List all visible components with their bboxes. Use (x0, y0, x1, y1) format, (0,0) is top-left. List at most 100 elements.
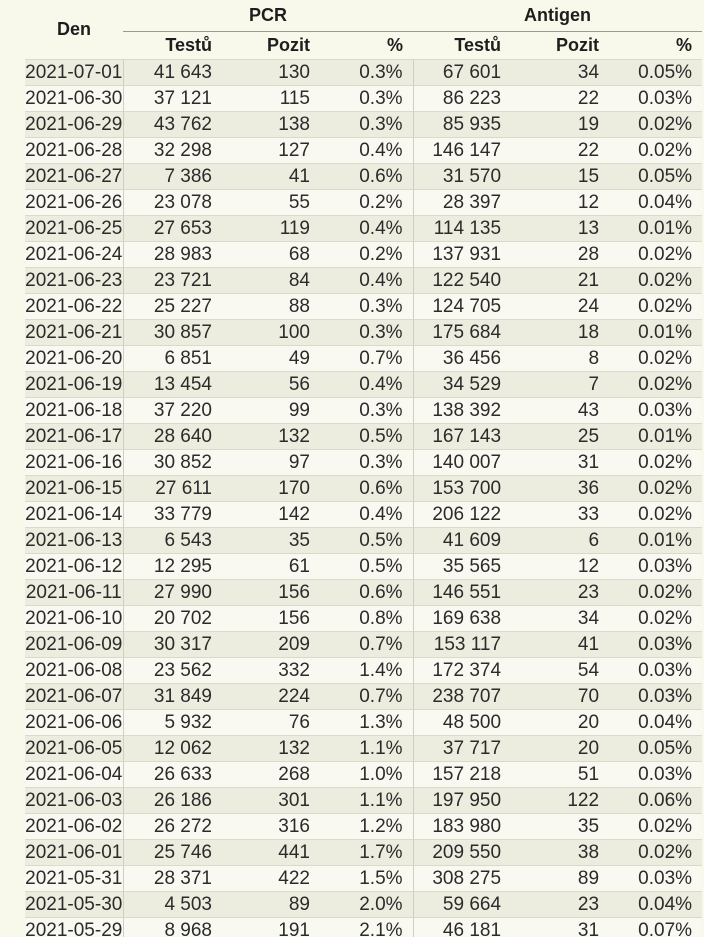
cell-pcr-tests: 12 295 (153, 556, 212, 577)
cell-antigen-pozit: 6 (588, 530, 600, 551)
cell-antigen-pozit: 24 (577, 296, 600, 317)
cell-antigen-pozit: 33 (577, 504, 600, 525)
testing-stats-table: Den PCR Antigen Testů Pozit % Testů Pozi… (25, 0, 703, 937)
cell-pcr-pozit: 76 (288, 712, 310, 733)
cell-pcr-pozit: 156 (278, 608, 310, 629)
table-row: 2021-07-01 41 643 130 0.3% 67 601 34 0.05% (25, 59, 703, 86)
cell-antigen-pozit: 89 (577, 868, 600, 889)
cell-den: 2021-06-04 (25, 761, 124, 788)
cell-pcr-pozit: 209 (278, 634, 310, 655)
table-row: 2021-06-29 43 762 138 0.3% 85 935 19 0.02% (25, 111, 703, 138)
table-row: 2021-06-03 26 186 301 1.1% 197 950 122 0.06% (25, 787, 703, 814)
cell-den: 2021-07-01 (25, 59, 124, 86)
cell-pcr-tests: 8 968 (164, 920, 212, 937)
cell-antigen-tests: 197 950 (432, 790, 502, 811)
cell-pcr-tests: 32 298 (153, 140, 212, 161)
table-row: 2021-06-04 26 633 268 1.0% 157 218 51 0.03% (25, 761, 703, 788)
cell-pcr-pozit: 268 (278, 764, 310, 785)
cell-antigen-pozit: 36 (577, 478, 600, 499)
cell-antigen-tests: 85 935 (442, 114, 502, 135)
cell-antigen-tests: 48 500 (442, 712, 502, 733)
cell-den: 2021-06-18 (25, 397, 124, 424)
cell-antigen-pozit: 35 (577, 816, 600, 837)
cell-pcr-pozit: 441 (278, 842, 310, 863)
column-header-antigen-pct: % (609, 31, 703, 60)
cell-pcr-tests: 26 633 (153, 764, 212, 785)
cell-pcr-pct: 1.3% (320, 709, 414, 736)
cell-antigen-pct: 0.02% (638, 452, 693, 473)
cell-antigen-pozit: 12 (577, 556, 600, 577)
cell-pcr-tests: 23 721 (153, 270, 212, 291)
cell-pcr-pct: 0.5% (320, 527, 414, 554)
cell-pcr-pct: 0.7% (320, 631, 414, 658)
cell-antigen-tests: 153 700 (432, 478, 502, 499)
cell-antigen-tests: 31 570 (442, 166, 502, 187)
cell-pcr-tests: 7 386 (164, 166, 212, 187)
cell-antigen-tests: 37 717 (442, 738, 502, 759)
cell-den: 2021-06-21 (25, 319, 124, 346)
group-header-row: Den PCR Antigen (25, 0, 703, 60)
cell-pcr-pct: 0.4% (320, 215, 414, 242)
cell-antigen-pozit: 7 (588, 374, 600, 395)
cell-antigen-pct: 0.04% (638, 894, 693, 915)
cell-antigen-pct: 0.03% (638, 400, 693, 421)
cell-pcr-tests: 20 702 (153, 608, 212, 629)
cell-antigen-pozit: 41 (577, 634, 600, 655)
cell-antigen-pozit: 22 (577, 88, 600, 109)
cell-antigen-pct: 0.03% (638, 764, 693, 785)
cell-pcr-tests: 28 371 (153, 868, 212, 889)
cell-antigen-pozit: 122 (567, 790, 600, 811)
cell-antigen-tests: 28 397 (442, 192, 502, 213)
table-row: 2021-06-01 25 746 441 1.7% 209 550 38 0.02% (25, 839, 703, 866)
cell-antigen-pozit: 23 (577, 894, 600, 915)
cell-pcr-pct: 0.2% (320, 189, 414, 216)
cell-pcr-pct: 0.5% (320, 553, 414, 580)
cell-antigen-pct: 0.03% (638, 686, 693, 707)
cell-pcr-pozit: 41 (288, 166, 310, 187)
cell-antigen-tests: 153 117 (433, 634, 502, 655)
cell-pcr-tests: 28 640 (153, 426, 212, 447)
cell-antigen-tests: 175 684 (432, 322, 502, 343)
table-row: 2021-06-17 28 640 132 0.5% 167 143 25 0.01% (25, 423, 703, 450)
cell-pcr-pct: 0.3% (320, 397, 414, 424)
cell-antigen-tests: 46 181 (442, 920, 502, 937)
table-row: 2021-06-19 13 454 56 0.4% 34 529 7 0.02% (25, 371, 703, 398)
table-body: 2021-07-01 41 643 130 0.3% 67 601 34 0.05% 2021… (25, 59, 703, 937)
cell-pcr-pozit: 68 (288, 244, 310, 265)
cell-pcr-pozit: 156 (278, 582, 310, 603)
cell-antigen-tests: 137 931 (432, 244, 502, 265)
cell-den: 2021-06-25 (25, 215, 124, 242)
cell-pcr-pct: 2.0% (320, 891, 414, 918)
cell-antigen-pct: 0.03% (638, 88, 693, 109)
cell-den: 2021-06-19 (25, 371, 124, 398)
cell-pcr-tests: 25 746 (153, 842, 212, 863)
table-row: 2021-06-09 30 317 209 0.7% 153 117 41 0.03% (25, 631, 703, 658)
cell-pcr-pct: 1.1% (320, 787, 414, 814)
cell-pcr-tests: 26 186 (153, 790, 212, 811)
cell-pcr-pozit: 138 (278, 114, 310, 135)
cell-pcr-pct: 1.1% (320, 735, 414, 762)
cell-pcr-pozit: 127 (278, 140, 310, 161)
cell-den: 2021-06-06 (25, 709, 124, 736)
cell-pcr-pct: 1.0% (320, 761, 414, 788)
cell-pcr-pozit: 56 (288, 374, 310, 395)
cell-antigen-tests: 172 374 (432, 660, 502, 681)
cell-pcr-tests: 30 317 (153, 634, 212, 655)
cell-pcr-tests: 27 653 (153, 218, 212, 239)
cell-pcr-pozit: 132 (278, 738, 310, 759)
table-row: 2021-06-28 32 298 127 0.4% 146 147 22 0.02% (25, 137, 703, 164)
column-header-pcr-pct: % (320, 31, 414, 60)
cell-pcr-pozit: 84 (288, 270, 310, 291)
table-row: 2021-06-26 23 078 55 0.2% 28 397 12 0.04% (25, 189, 703, 216)
cell-antigen-pozit: 70 (577, 686, 600, 707)
cell-antigen-pct: 0.04% (638, 192, 693, 213)
cell-pcr-pozit: 97 (288, 452, 310, 473)
cell-den: 2021-06-09 (25, 631, 124, 658)
cell-antigen-pozit: 12 (577, 192, 600, 213)
table-row: 2021-06-14 33 779 142 0.4% 206 122 33 0.02% (25, 501, 703, 528)
cell-den: 2021-06-03 (25, 787, 124, 814)
cell-antigen-pozit: 22 (577, 140, 600, 161)
cell-antigen-pozit: 34 (577, 62, 600, 83)
cell-antigen-tests: 122 540 (432, 270, 502, 291)
